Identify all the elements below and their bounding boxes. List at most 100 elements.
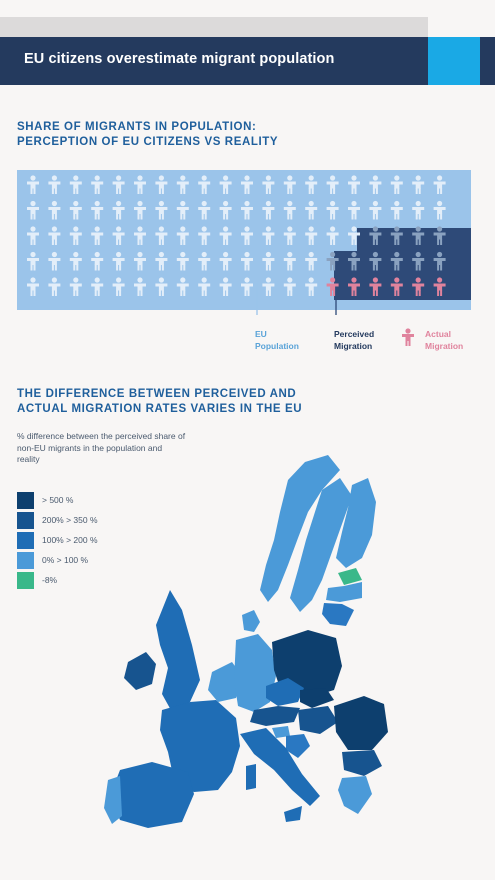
eu-population-person-icon	[69, 200, 82, 220]
map-legend-item: 100% > 200 %	[17, 531, 98, 549]
perceived-migration-person-icon	[369, 226, 382, 245]
legend-eu-population: EU Population	[255, 329, 299, 351]
eu-population-person-icon	[262, 200, 275, 220]
map-region-uk	[156, 590, 200, 712]
map-region-italy	[240, 728, 320, 806]
legend-swatch	[17, 551, 34, 569]
perceived-migration-person-icon	[326, 251, 339, 271]
section-heading-perception: SHARE OF MIGRANTS IN POPULATION: PERCEPT…	[17, 121, 279, 148]
eu-population-person-icon	[134, 175, 146, 194]
legend-swatch	[17, 571, 34, 589]
eu-population-person-icon	[91, 175, 104, 194]
map-region-slovenia	[272, 726, 290, 738]
actual-migration-person-icon	[369, 277, 382, 296]
actual-migration-person-icon	[326, 277, 339, 296]
eu-population-person-icon	[412, 200, 425, 220]
perceived-migration-person-icon	[433, 251, 446, 271]
eu-population-person-icon	[433, 200, 446, 220]
legend-actual-icon	[401, 328, 415, 351]
eu-population-person-icon	[219, 251, 232, 271]
perceived-migration-person-icon	[412, 226, 425, 245]
eu-population-person-icon	[134, 200, 146, 220]
eu-population-person-icon	[134, 251, 146, 271]
title-bar	[0, 37, 495, 85]
eu-population-person-icon	[48, 277, 61, 296]
eu-population-person-icon	[176, 175, 189, 194]
eu-population-person-icon	[348, 175, 360, 194]
eu-population-person-icon	[48, 226, 61, 245]
legend-label: > 500 %	[42, 495, 74, 505]
eu-population-person-icon	[433, 175, 446, 194]
eu-population-person-icon	[112, 175, 125, 194]
map-region-norway	[260, 455, 340, 602]
eu-population-person-icon	[262, 175, 275, 194]
eu-population-person-icon	[305, 251, 318, 271]
eu-population-person-icon	[390, 175, 403, 194]
eu-population-person-icon	[198, 277, 211, 296]
eu-population-person-icon	[369, 200, 382, 220]
legend-swatch	[17, 491, 34, 509]
eu-population-person-icon	[155, 226, 168, 245]
map-region-romania	[334, 696, 388, 750]
eu-population-person-icon	[155, 251, 168, 271]
eu-population-person-icon	[27, 251, 39, 271]
eu-population-person-icon	[91, 251, 104, 271]
eu-population-person-icon	[155, 175, 168, 194]
eu-population-person-icon	[69, 226, 82, 245]
eu-population-person-icon	[48, 175, 61, 194]
eu-population-person-icon	[283, 175, 296, 194]
eu-population-person-icon	[91, 277, 104, 296]
map-region-hungary	[298, 706, 338, 734]
eu-population-person-icon	[112, 226, 125, 245]
eu-population-person-icon	[283, 251, 296, 271]
eu-population-person-icon	[155, 277, 168, 296]
eu-population-person-icon	[134, 226, 146, 245]
eu-population-person-icon	[219, 200, 232, 220]
actual-migration-person-icon	[433, 277, 446, 296]
eu-population-person-icon	[219, 277, 232, 296]
map-region-czechia	[266, 678, 304, 706]
map-region-slovakia	[300, 688, 334, 708]
legend-actual-migration: Actual Migration	[425, 329, 464, 351]
map-region-lithuania	[322, 603, 354, 626]
eu-population-person-icon	[262, 226, 275, 245]
map-region-finland	[336, 478, 376, 568]
eu-population-person-icon	[348, 200, 360, 220]
eu-population-person-icon	[283, 226, 296, 245]
eu-population-person-icon	[241, 200, 253, 220]
pictogram-chart	[0, 165, 495, 325]
eu-population-person-icon	[198, 251, 211, 271]
eu-population-person-icon	[219, 226, 232, 245]
page-title: EU citizens overestimate migrant populat…	[24, 51, 335, 67]
map-region-sardinia	[246, 764, 256, 790]
eu-population-person-icon	[176, 277, 189, 296]
eu-population-person-icon	[283, 277, 296, 296]
map-region-latvia	[326, 582, 362, 602]
eu-population-person-icon	[48, 200, 61, 220]
top-strip	[0, 17, 428, 37]
map-legend-item: > 500 %	[17, 491, 98, 509]
eu-population-person-icon	[305, 175, 318, 194]
eu-population-person-icon	[326, 200, 339, 220]
section-heading-difference: THE DIFFERENCE BETWEEN PERCEIVED AND ACT…	[17, 388, 303, 415]
perceived-migration-person-icon	[369, 251, 382, 271]
perceived-migration-person-icon	[348, 251, 360, 271]
map-legend: > 500 % 200% > 350 % 100% > 200 % 0% > 1…	[17, 491, 98, 591]
eu-population-person-icon	[412, 175, 425, 194]
eu-population-person-icon	[219, 175, 232, 194]
eu-population-person-icon	[176, 226, 189, 245]
eu-population-person-icon	[176, 200, 189, 220]
legend-label: 0% > 100 %	[42, 555, 89, 565]
eu-population-person-icon	[390, 200, 403, 220]
perceived-migration-person-icon	[433, 226, 446, 245]
map-region-benelux	[208, 662, 242, 702]
perceived-migration-person-icon	[390, 226, 403, 245]
map-region-bulgaria	[342, 750, 382, 776]
eu-population-person-icon	[112, 200, 125, 220]
eu-population-person-icon	[348, 226, 360, 245]
eu-population-person-icon	[69, 175, 82, 194]
eu-population-person-icon	[48, 251, 61, 271]
eu-population-person-icon	[305, 226, 318, 245]
map-region-germany	[234, 634, 276, 712]
eu-population-person-icon	[262, 251, 275, 271]
